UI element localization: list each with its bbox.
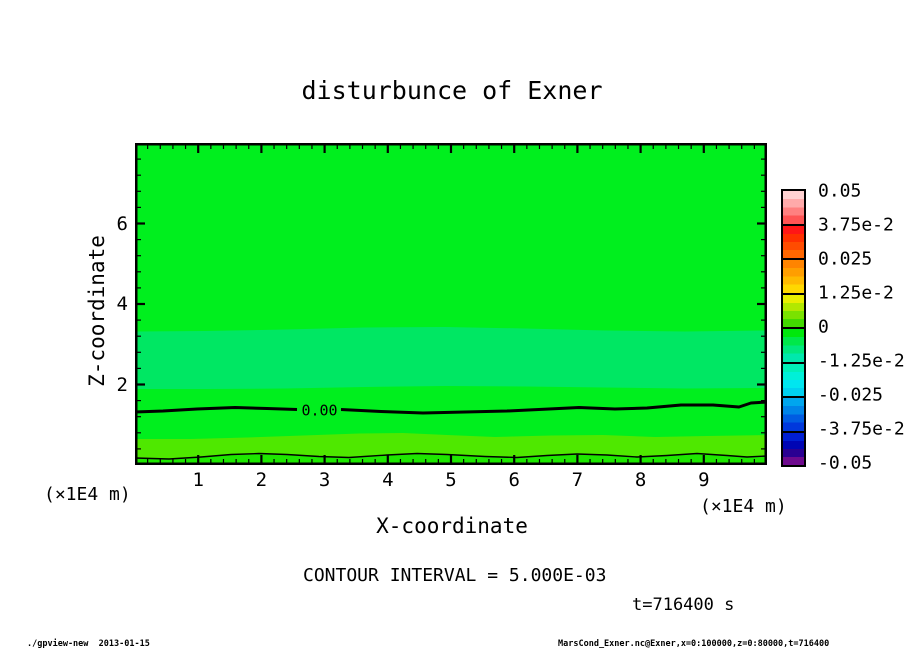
colorbar-label: 1.25e-2	[818, 282, 894, 304]
contour-plot-area: 0.00	[135, 143, 767, 465]
x-tick-label: 5	[445, 469, 457, 491]
colorbar-segment-green	[783, 327, 804, 362]
zero-contour-left	[135, 406, 298, 414]
colorbar-segment-navy-purple	[783, 430, 804, 465]
plot-title: disturbunce of Exner	[301, 76, 603, 105]
colorbar-label: 0.05	[818, 180, 862, 202]
colorbar-label: 0.025	[818, 248, 873, 270]
y-tick-label: 2	[116, 373, 128, 396]
x-axis-unit: (×1E4 m)	[700, 496, 787, 517]
y-tick-label: 4	[116, 293, 128, 315]
colorbar-label: -1.25e-2	[818, 350, 904, 372]
contour-interval-text: CONTOUR INTERVAL = 5.000E-03	[303, 565, 607, 586]
colorbar-label: 3.75e-2	[818, 214, 894, 236]
x-tick-label: 2	[255, 469, 268, 491]
colorbar-label: -0.05	[818, 452, 873, 474]
x-tick-label: 6	[508, 469, 520, 491]
x-tick-label: 3	[318, 469, 331, 491]
x-tick-label: 8	[634, 469, 647, 491]
x-axis-label: X-coordinate	[376, 514, 528, 538]
colorbar	[781, 189, 806, 467]
footer-source-text: MarsCond_Exner.nc@Exner,x=0:100000,z=0:8…	[558, 639, 830, 649]
y-axis-label: Z-coordinate	[85, 235, 109, 387]
x-tick-label: 4	[382, 469, 394, 491]
band-seafoam	[135, 327, 767, 389]
zero-contour-label: 0.00	[301, 402, 337, 420]
colorbar-segment-orange	[783, 258, 804, 293]
contour-line-thin	[135, 452, 767, 460]
x-tick-label: 1	[192, 469, 204, 491]
colorbar-label: -0.025	[818, 384, 884, 406]
band-yellow-green	[135, 433, 767, 459]
zero-contour-right	[340, 400, 767, 415]
colorbar-segment-yellow-green	[783, 292, 804, 327]
footer-command-text: ./gpview-new 2013-01-15	[27, 639, 150, 649]
colorbar-segment-red	[783, 223, 804, 258]
colorbar-label: -3.75e-2	[818, 418, 904, 440]
zero-contour-label-bg	[298, 401, 341, 419]
time-annotation: t=716400 s	[632, 595, 735, 615]
colorbar-label: 0	[818, 316, 829, 338]
x-tick-label: 7	[571, 469, 584, 491]
plot-frame	[135, 143, 767, 465]
y-tick-label: 6	[116, 212, 128, 235]
band-main-green	[135, 143, 767, 465]
colorbar-segment-pink	[783, 191, 804, 224]
y-axis-unit: (×1E4 m)	[44, 484, 131, 505]
x-tick-label: 9	[698, 469, 710, 491]
colorbar-segment-cyan	[783, 361, 804, 396]
colorbar-segment-blue	[783, 396, 804, 431]
